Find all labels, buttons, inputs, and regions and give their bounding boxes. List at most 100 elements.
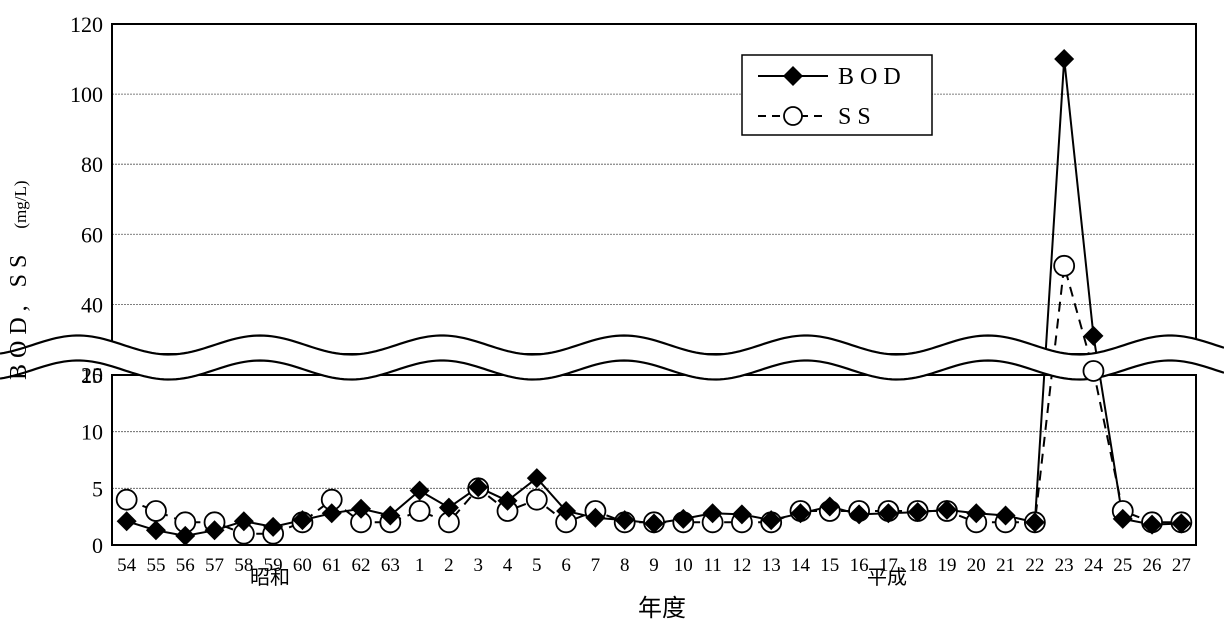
- y-tick-label: 5: [92, 476, 103, 501]
- series-line-ss: [126, 265, 1182, 535]
- bod-point: [1054, 49, 1075, 70]
- axis-break-line-upper: [0, 334, 1224, 356]
- gridlines: [112, 93, 1196, 489]
- bod-point: [761, 510, 782, 531]
- x-tick-label: 62: [352, 555, 371, 576]
- bod-point: [644, 513, 664, 534]
- y-tick-label: 20: [81, 362, 103, 387]
- bod-point: [995, 505, 1016, 526]
- x-tick-label: 4: [503, 555, 513, 576]
- bod-point: [116, 511, 137, 532]
- x-tick-label: 5: [532, 555, 542, 576]
- x-tick-label: 26: [1143, 555, 1162, 576]
- bod-point: [702, 503, 723, 524]
- y-tick-label: 15: [81, 363, 103, 388]
- x-tick-label: 20: [967, 555, 986, 576]
- x-tick-label: 59: [264, 555, 283, 576]
- x-tick-label: 24: [1084, 555, 1104, 576]
- bod-point: [438, 497, 459, 518]
- bod-point: [263, 516, 284, 537]
- bod-point: [936, 499, 957, 520]
- y-tick-label: 0: [92, 533, 103, 558]
- bod-point: [1024, 512, 1045, 533]
- ss-point: [1082, 360, 1105, 382]
- bod-point: [731, 504, 752, 525]
- bod-point: [145, 520, 166, 541]
- bod-point: [175, 525, 196, 546]
- x-tick-label: 57: [205, 555, 224, 576]
- bod-point: [673, 508, 694, 529]
- x-tick-label: 21: [996, 555, 1015, 576]
- y-tick-label: 60: [81, 222, 103, 247]
- x-tick-label: 13: [762, 555, 781, 576]
- x-tick-label: 15: [820, 555, 839, 576]
- bod-point: [878, 503, 899, 524]
- legend: BOD SS: [741, 54, 933, 136]
- y-tick-label: 80: [81, 152, 103, 177]
- bod-point: [614, 510, 635, 531]
- legend-box: [741, 54, 933, 136]
- x-tick-label: 63: [381, 555, 400, 576]
- x-tick-label: 2: [444, 555, 454, 576]
- legend-ss-label: SS: [838, 104, 877, 130]
- x-tick-label: 9: [649, 555, 659, 576]
- bod-point: [1112, 508, 1133, 529]
- ss-point: [115, 488, 138, 511]
- x-tick-label: 7: [591, 555, 601, 576]
- x-tick-label: 14: [791, 555, 811, 576]
- bod-point: [526, 468, 547, 489]
- x-tick-label: 17: [879, 555, 898, 576]
- bod-point: [790, 503, 811, 524]
- x-tick-label: 16: [850, 555, 869, 576]
- y-tick-label: 40: [81, 292, 103, 317]
- bod-point: [819, 496, 840, 517]
- y-tick-label: 120: [70, 12, 103, 37]
- x-axis-title: 年度: [638, 594, 686, 622]
- series-line-bod: [126, 58, 1182, 537]
- axis-break: [0, 334, 1224, 381]
- bod-point: [409, 480, 430, 501]
- era-label-heisei: 平成: [867, 565, 907, 589]
- x-tick-label: 19: [937, 555, 956, 576]
- bod-point: [1083, 325, 1104, 346]
- bod-point: [321, 503, 342, 524]
- bod-point: [907, 502, 928, 523]
- x-tick-label: 22: [1025, 555, 1044, 576]
- bod-point: [1171, 513, 1192, 534]
- bod-point: [468, 477, 489, 498]
- plot-frame-lower: [111, 374, 1197, 546]
- axis-break-band: [0, 335, 1224, 380]
- bod-point: [966, 503, 987, 524]
- y-axis-label: BOD, SS (mg/L): [6, 180, 32, 380]
- x-tick-label: 56: [176, 555, 195, 576]
- x-tick-label: 54: [117, 555, 137, 576]
- y-tick-label: 10: [81, 420, 103, 445]
- x-tick-label: 12: [732, 555, 751, 576]
- x-tick-label: 61: [322, 555, 341, 576]
- x-tick-label: 1: [415, 555, 425, 576]
- y-tick-label: 100: [70, 82, 103, 107]
- x-tick-label: 25: [1113, 555, 1132, 576]
- y-tick-labels: 20 40 60 80 100 120 0 5 10 15: [70, 12, 103, 558]
- era-label-showa: 昭和: [250, 565, 290, 589]
- ss-point: [145, 500, 167, 522]
- legend-bod-label: BOD: [838, 64, 907, 90]
- x-tick-label: 18: [908, 555, 927, 576]
- bod-point: [292, 510, 313, 531]
- x-tick-label: 8: [620, 555, 630, 576]
- x-tick-label: 10: [674, 555, 693, 576]
- legend-ss-circle-icon: [783, 106, 803, 126]
- x-tick-labels: 54 55 56 57 58 59 60 61 62 63 1 2 3 4 5 6 7 8 9 10 11 12 13 14 1…: [117, 555, 1191, 576]
- x-tick-label: 6: [561, 555, 571, 576]
- x-tick-label: 60: [293, 555, 312, 576]
- bod-point: [556, 501, 577, 521]
- x-tick-label: 23: [1055, 555, 1074, 576]
- bod-point: [204, 520, 225, 541]
- ss-point: [408, 500, 431, 522]
- bod-point: [585, 507, 606, 528]
- bod-point: [497, 490, 518, 511]
- x-tick-label: 3: [473, 555, 483, 576]
- ss-point: [1053, 254, 1076, 277]
- bod-point: [849, 504, 870, 525]
